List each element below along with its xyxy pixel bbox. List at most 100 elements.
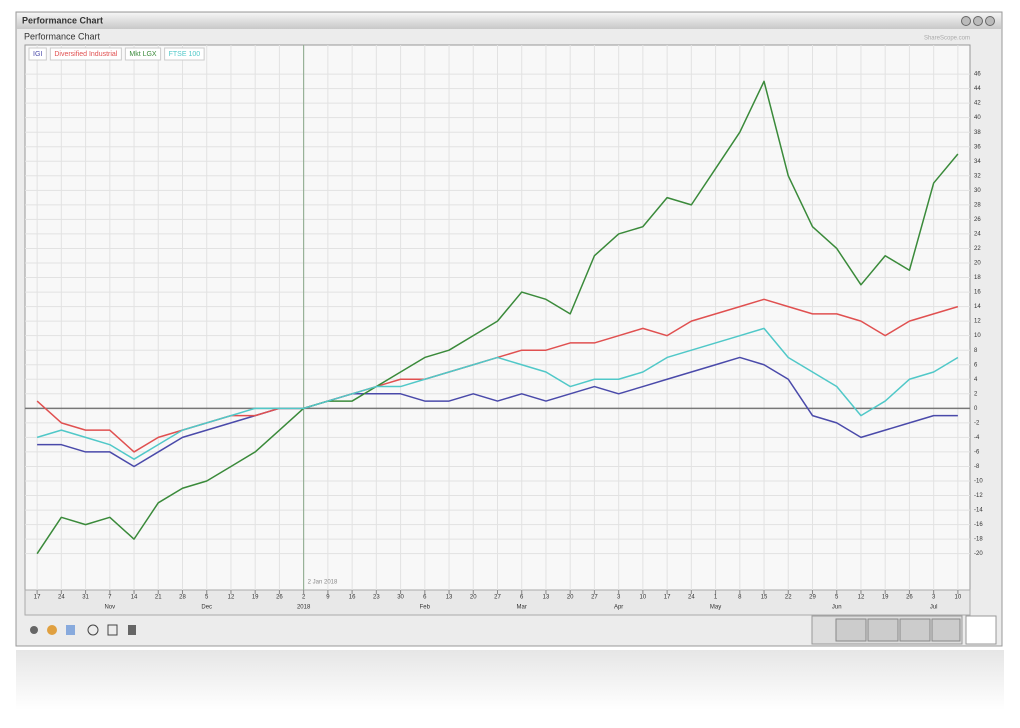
window-title: Performance Chart (22, 15, 103, 25)
x-tick-label: 30 (397, 595, 404, 601)
x-tick-label: 3 (932, 595, 936, 601)
x-tick-label: 19 (252, 595, 259, 601)
x-tick-label: 5 (205, 595, 209, 601)
chart-title: Performance Chart (24, 31, 101, 41)
legend-box[interactable] (164, 47, 205, 61)
x-tick-label: 12 (858, 595, 865, 601)
x-month-label: May (710, 605, 721, 611)
minimize[interactable] (961, 16, 971, 26)
x-tick-label: 31 (82, 595, 89, 601)
series-line (37, 356, 958, 468)
close[interactable] (985, 16, 995, 26)
x-tick-label: 29 (809, 595, 816, 601)
legend-box[interactable] (49, 47, 122, 61)
y-tick-label: 10 (974, 333, 981, 339)
x-tick-label: 1 (714, 595, 718, 601)
x-tick-label: 22 (785, 595, 792, 601)
tool-icon[interactable] (66, 625, 75, 635)
y-tick-label: -2 (974, 420, 980, 426)
y-tick-label: 40 (974, 115, 981, 121)
x-tick-label: 21 (155, 595, 162, 601)
y-tick-label: -4 (974, 435, 980, 441)
x-tick-label: 10 (640, 595, 647, 601)
legend-entry[interactable]: Mkt LGX (129, 51, 157, 58)
y-tick-label: 12 (974, 319, 981, 325)
x-tick-label: 14 (131, 595, 138, 601)
x-month-label: Apr (614, 605, 623, 611)
y-tick-label: -18 (974, 537, 983, 543)
watermark: ShareScope.com (924, 36, 970, 42)
x-tick-label: 20 (470, 595, 477, 601)
x-tick-label: 13 (543, 595, 550, 601)
x-tick-label: 27 (591, 595, 598, 601)
y-tick-label: 44 (974, 86, 981, 92)
tool-icon[interactable] (107, 624, 118, 636)
x-tick-label: 27 (494, 595, 501, 601)
x-tick-label: 8 (738, 595, 742, 601)
y-tick-label: 34 (974, 159, 981, 165)
y-tick-label: 0 (974, 406, 978, 412)
maximize[interactable] (973, 16, 983, 26)
x-tick-label: 19 (882, 595, 889, 601)
x-tick-label: 2 (302, 595, 306, 601)
y-tick-label: 18 (974, 275, 981, 281)
y-tick-label: 6 (974, 362, 978, 368)
y-tick-label: -8 (974, 464, 980, 470)
legend-box[interactable] (124, 47, 162, 61)
y-tick-label: 28 (974, 202, 981, 208)
tool-icon[interactable] (30, 626, 38, 634)
series-line (36, 327, 959, 460)
legend-entry[interactable]: FTSE 100 (169, 51, 201, 58)
x-month-label: Feb (420, 605, 431, 611)
x-tick-label: 17 (34, 595, 41, 601)
legend-entry[interactable]: IGI (33, 51, 42, 58)
period-button[interactable] (899, 618, 931, 642)
y-tick-label: 2 (974, 391, 978, 397)
scroll-box[interactable] (965, 615, 997, 645)
y-tick-label: 46 (974, 72, 981, 78)
legend-box[interactable] (28, 47, 47, 61)
x-tick-label: 12 (228, 595, 235, 601)
tool-icon[interactable] (87, 624, 99, 636)
period-button[interactable] (835, 618, 867, 642)
x-tick-label: 16 (349, 595, 356, 601)
x-tick-label: 24 (58, 595, 65, 601)
y-tick-label: 8 (974, 348, 978, 354)
legend-entry[interactable]: Diversified Industrial (54, 51, 117, 58)
x-tick-label: 3 (617, 595, 621, 601)
x-month-label: Jul (930, 605, 938, 611)
y-tick-label: 32 (974, 173, 981, 179)
series-line (36, 80, 959, 555)
x-tick-label: 6 (520, 595, 524, 601)
x-tick-label: 24 (688, 595, 695, 601)
x-tick-label: 23 (373, 595, 380, 601)
x-tick-label: 9 (326, 595, 330, 601)
crosshair-label: 2 Jan 2018 (308, 580, 338, 586)
y-tick-label: -14 (974, 508, 983, 514)
x-tick-label: 20 (567, 595, 574, 601)
x-tick-label: 10 (955, 595, 962, 601)
x-month-label: Dec (201, 605, 212, 611)
x-tick-label: 6 (423, 595, 427, 601)
y-tick-label: 42 (974, 101, 981, 107)
toolbar[interactable] (18, 618, 798, 642)
period-panel[interactable] (811, 615, 997, 645)
tool-icon[interactable] (47, 625, 57, 635)
period-button[interactable] (931, 618, 961, 642)
tool-icon[interactable] (128, 625, 136, 635)
toolbar-bg (18, 618, 798, 642)
x-tick-label: 26 (906, 595, 913, 601)
x-month-label: Nov (104, 605, 115, 611)
y-tick-label: 36 (974, 144, 981, 150)
y-tick-label: 38 (974, 130, 981, 136)
y-tick-label: 16 (974, 290, 981, 296)
x-tick-label: 26 (276, 595, 283, 601)
y-tick-label: 14 (974, 304, 981, 310)
period-button[interactable] (867, 618, 899, 642)
x-tick-label: 15 (761, 595, 768, 601)
y-tick-label: 22 (974, 246, 981, 252)
x-tick-label: 28 (179, 595, 186, 601)
x-month-label: Mar (517, 605, 527, 611)
window-buttons[interactable] (961, 16, 995, 26)
